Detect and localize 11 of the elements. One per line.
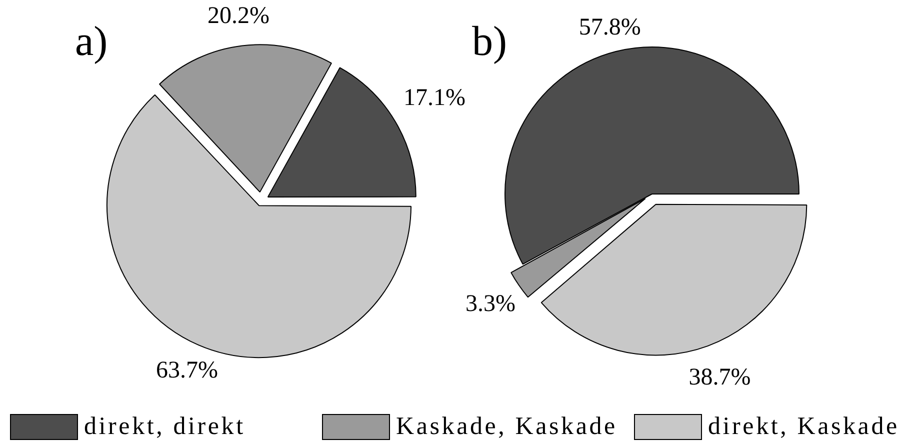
slice-label: a): [75, 19, 108, 65]
data-label: 63.7%: [156, 357, 218, 384]
legend-label: direkt, Kaskade: [708, 413, 900, 441]
legend-label: Kaskade, Kaskade: [396, 413, 618, 441]
data-label: 20.2%: [208, 2, 270, 29]
data-label: 3.3%: [466, 291, 516, 318]
slice-label: b): [472, 19, 507, 65]
legend-label: direkt, direkt: [84, 413, 246, 441]
data-label: 17.1%: [403, 85, 466, 112]
data-label: 38.7%: [688, 364, 751, 390]
data-label: 57.8%: [578, 14, 641, 40]
